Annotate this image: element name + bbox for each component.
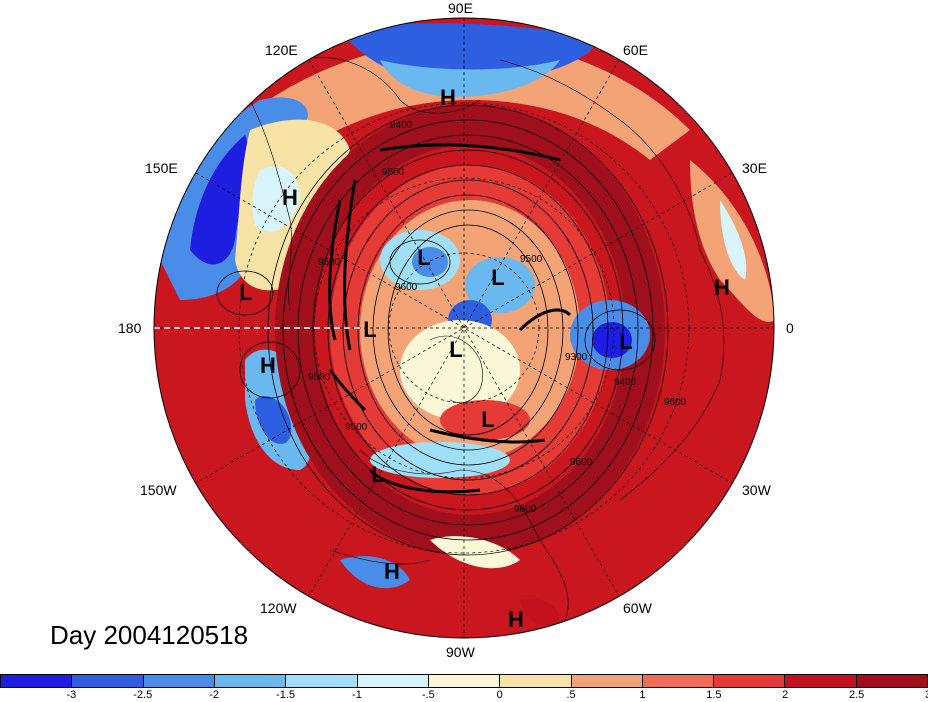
pressure-center-low: L — [619, 329, 633, 354]
lon-label-90e: 90E — [448, 0, 473, 16]
colorbar-tick-label: 2 — [782, 689, 789, 701]
pressure-center-low: L — [449, 337, 463, 362]
contour-label: 9500 — [345, 422, 368, 433]
pressure-center-low: L — [239, 280, 253, 305]
pressure-center-high: H — [384, 559, 400, 584]
contour-label: 9300 — [565, 352, 588, 363]
colorbar-tick-label: 1.5 — [706, 689, 722, 701]
colorbar-box — [642, 675, 715, 687]
pressure-center-low: L — [371, 462, 385, 487]
colorbar-box — [714, 675, 786, 687]
colorbar-box — [214, 675, 287, 687]
pressure-center-high: H — [440, 85, 456, 110]
colorbar-box — [357, 675, 429, 687]
contour-label: 9500 — [520, 254, 543, 265]
lon-label-0: 0 — [786, 320, 794, 336]
contour-label: 9800 — [382, 167, 405, 178]
colorbar-tick-label: 0 — [496, 689, 503, 701]
lon-label-120e: 120E — [265, 42, 298, 58]
colorbar-tick-label: -1.5 — [276, 689, 296, 701]
contour-label: 9400 — [390, 120, 413, 131]
lon-label-60w: 60W — [623, 600, 652, 616]
lon-label-90w: 90W — [446, 644, 475, 660]
coastlines — [249, 57, 725, 631]
pressure-center-high: H — [508, 607, 524, 632]
contour-label: 9400 — [614, 377, 637, 388]
colorbar-box — [500, 675, 572, 687]
colorbar-box — [571, 675, 643, 687]
lon-label-30e: 30E — [742, 160, 767, 176]
contour-label: 9600 — [664, 397, 687, 408]
contour-label: 9600 — [514, 504, 537, 515]
colorbar-tick-label: 1 — [639, 689, 646, 701]
lon-label-30w: 30W — [742, 482, 771, 498]
map-border — [153, 17, 775, 639]
colorbar-tick-label: -2.5 — [133, 689, 153, 701]
colorbar-box — [143, 675, 215, 687]
colorbar-box — [72, 675, 144, 687]
colorbar-tick-label: -.5 — [421, 689, 435, 701]
lon-label-120w: 120W — [260, 600, 297, 616]
pressure-center-low: L — [491, 265, 505, 290]
colorbar-box — [428, 675, 501, 687]
pressure-center-low: L — [417, 245, 431, 270]
lon-label-60e: 60E — [623, 42, 648, 58]
colorbar-tick-label: -1 — [352, 689, 362, 701]
lon-label-150e: 150E — [145, 160, 178, 176]
pressure-center-high: H — [282, 185, 298, 210]
map-field — [154, 18, 774, 638]
pressure-center-high: H — [260, 353, 276, 378]
colorbar-box — [856, 675, 928, 687]
polar-map: 9600 9500 9600 9500 9400 9300 9600 9500 9600 9600… — [153, 17, 775, 639]
lon-label-150w: 150W — [140, 482, 177, 498]
pressure-center-high: H — [714, 275, 730, 300]
contour-labels: 9600 9500 9600 9500 9400 9300 9600 9500 9600 9600… — [308, 120, 687, 515]
lon-label-180: 180 — [118, 320, 142, 336]
contour-label: 9600 — [395, 282, 418, 293]
date-title: Day 2004120518 — [50, 620, 249, 650]
contour-label: 9600 — [570, 457, 593, 468]
colorbar-box — [785, 675, 857, 687]
colorbar-tick-label: .5 — [566, 689, 576, 701]
colorbar-tick-label: -3 — [66, 689, 77, 701]
pressure-center-low: L — [481, 407, 495, 432]
height-contours — [216, 104, 669, 556]
contour-label: 9600 — [318, 257, 341, 268]
colorbar-tick-label: 2.5 — [848, 689, 865, 701]
colorbar-tick-label: 3 — [925, 689, 928, 701]
jet-contours — [328, 143, 572, 494]
contour-label: 9500 — [308, 372, 331, 383]
colorbar — [0, 674, 928, 688]
pressure-center-low: L — [363, 317, 377, 342]
colorbar-tick-label: -2 — [209, 689, 220, 701]
colorbar-box — [1, 675, 73, 687]
colorbar-box — [286, 675, 358, 687]
